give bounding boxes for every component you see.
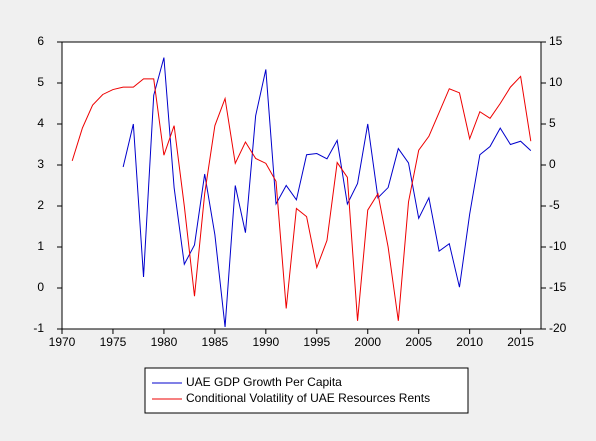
y-tick-label: 1	[37, 239, 44, 253]
y-tick-label: -1	[33, 321, 44, 335]
x-tick-label: 1980	[151, 335, 178, 349]
y2-tick-label: 15	[549, 34, 563, 48]
plot-area	[61, 41, 542, 330]
x-tick-label: 1970	[49, 335, 76, 349]
x-tick-label: 2015	[507, 335, 534, 349]
legend-label: Conditional Volatility of UAE Resources …	[186, 391, 430, 405]
series-line	[71, 75, 532, 321]
y2-tick-label: -20	[549, 321, 567, 335]
y2-tick-label: -5	[549, 198, 560, 212]
y2-tick-label: 0	[549, 157, 556, 171]
y-tick-label: 0	[37, 280, 44, 294]
series-line	[122, 57, 532, 328]
x-tick-label: 2000	[354, 335, 381, 349]
x-tick-label: 1995	[303, 335, 330, 349]
y2-tick-label: -10	[549, 239, 567, 253]
x-tick-label: 1990	[252, 335, 279, 349]
y-tick-label: 2	[37, 198, 44, 212]
x-tick-label: 2005	[405, 335, 432, 349]
y2-tick-label: 5	[549, 116, 556, 130]
y-tick-label: 5	[37, 75, 44, 89]
y2-tick-label: -15	[549, 280, 567, 294]
x-tick-label: 1975	[100, 335, 127, 349]
x-tick-label: 2010	[456, 335, 483, 349]
y-tick-label: 3	[37, 157, 44, 171]
x-tick-label: 1985	[202, 335, 229, 349]
y-tick-label: 6	[37, 34, 44, 48]
legend	[144, 367, 469, 414]
y-tick-label: 4	[37, 116, 44, 130]
legend-label: UAE GDP Growth Per Capita	[186, 375, 342, 389]
y2-tick-label: 10	[549, 75, 563, 89]
